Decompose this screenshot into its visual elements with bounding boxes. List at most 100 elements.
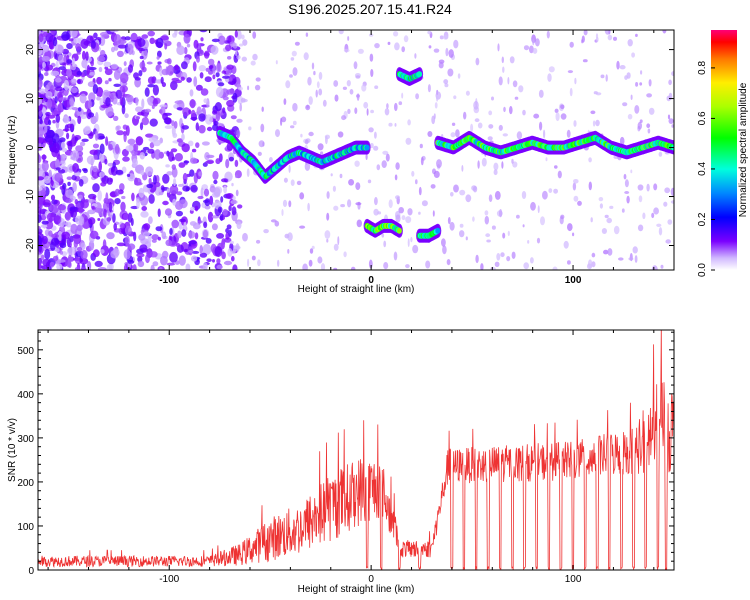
heatmap-noise-cell [299,192,305,200]
heatmap-noise-cell [69,97,74,107]
heatmap-noise-cell [94,130,99,141]
heatmap-noise-cell [198,113,206,122]
heatmap-noise-cell [538,89,544,98]
heatmap-noise-cell [211,38,220,43]
heatmap-noise-cell [485,233,491,238]
heatmap-noise-cell [443,79,449,85]
heatmap-noise-cell [212,74,216,80]
heatmap-noise-cell [162,200,169,206]
snr-frame [37,329,675,571]
snr-y-tick-label: 500 [17,346,34,357]
snr-y-tick-label: 0 [28,566,34,577]
heatmap-noise-cell [127,138,136,145]
heatmap-noise-cell [588,157,592,163]
heatmap-y-axis-label: Frequency (Hz) [7,116,18,185]
heatmap-noise-cell [78,206,84,214]
heatmap-noise-cell [621,208,625,213]
heatmap-noise-cell [401,92,404,99]
heatmap-noise-cell [320,151,324,155]
heatmap-noise-cell [145,133,154,138]
heatmap-noise-cell [164,208,173,216]
heatmap-noise-cell [126,173,131,177]
heatmap-noise-cell [139,122,144,131]
heatmap-noise-cell [95,111,99,123]
heatmap-noise-cell [108,143,113,151]
heatmap-noise-cell [51,237,60,246]
heatmap-noise-cell [81,138,89,142]
heatmap-noise-cell [97,218,101,221]
heatmap-noise-cell [114,198,121,205]
heatmap-noise-cell [174,30,178,36]
heatmap-noise-cell [627,39,633,47]
heatmap-noise-cell [475,254,479,264]
heatmap-noise-cell [224,237,232,243]
heatmap-noise-cell [388,122,393,127]
heatmap-noise-cell [128,64,133,73]
heatmap-noise-cell [127,243,136,250]
heatmap-noise-cell [403,35,409,43]
heatmap-noise-cell [115,89,123,100]
heatmap-noise-cell [89,149,99,155]
heatmap-noise-cell [201,141,210,146]
heatmap-noise-cell [283,98,287,105]
heatmap-noise-cell [634,105,640,114]
heatmap-noise-cell [86,261,92,270]
heatmap-noise-cell [181,143,190,153]
heatmap-noise-cell [79,114,88,120]
heatmap-noise-cell [459,230,465,238]
heatmap-noise-cell [631,52,635,58]
snr-y-tick-label: 300 [17,434,34,445]
heatmap-noise-cell [337,236,340,246]
heatmap-noise-cell [58,97,68,101]
heatmap-noise-cell [411,170,415,177]
heatmap-noise-cell [73,239,79,248]
heatmap-noise-cell [64,211,71,221]
heatmap-noise-cell [308,131,314,137]
heatmap-noise-cell [48,230,53,237]
heatmap-noise-cell [498,76,503,86]
heatmap-noise-cell [41,235,48,245]
heatmap-noise-cell [651,212,655,219]
heatmap-noise-cell [204,76,212,83]
heatmap-noise-cell [581,39,584,44]
heatmap-noise-cell [145,166,154,176]
heatmap-noise-cell [212,63,216,74]
heatmap-signal-cell [396,227,402,234]
heatmap-noise-cell [159,104,168,108]
heatmap-noise-cell [446,259,451,266]
heatmap-noise-cell [99,143,105,155]
heatmap-noise-cell [51,233,59,239]
heatmap-noise-cell [444,83,449,88]
heatmap-noise-cell [317,143,324,151]
heatmap-noise-cell [110,93,114,103]
heatmap-noise-cell [44,248,51,260]
heatmap-noise-cell [218,35,226,45]
heatmap-noise-cell [84,199,89,203]
heatmap-noise-cell [497,43,500,52]
heatmap-noise-cell [215,158,221,165]
heatmap-noise-cell [274,220,280,227]
heatmap-noise-cell [66,68,72,77]
heatmap-noise-cell [43,31,48,37]
heatmap-noise-cell [66,43,73,50]
heatmap-noise-cell [616,60,620,70]
heatmap-noise-cell [282,199,288,207]
heatmap-noise-cell [386,103,389,109]
heatmap-noise-cell [154,149,162,160]
heatmap-noise-cell [522,109,526,116]
heatmap-noise-cell [208,70,214,75]
heatmap-noise-cell [573,179,579,184]
heatmap-noise-cell [635,82,639,87]
heatmap-noise-cell [178,255,186,266]
heatmap-noise-cell [206,258,212,263]
heatmap-noise-cell [88,209,94,214]
colorbar-tick-label: 0.0 [697,263,708,277]
heatmap-noise-cell [41,161,49,172]
heatmap-noise-cell [582,59,588,63]
heatmap-noise-cell [494,261,500,267]
heatmap-noise-cell [188,109,192,115]
heatmap-noise-cell [385,153,390,162]
heatmap-noise-cell [62,116,70,124]
heatmap-noise-cell [181,125,189,130]
heatmap-noise-cell [484,215,489,225]
